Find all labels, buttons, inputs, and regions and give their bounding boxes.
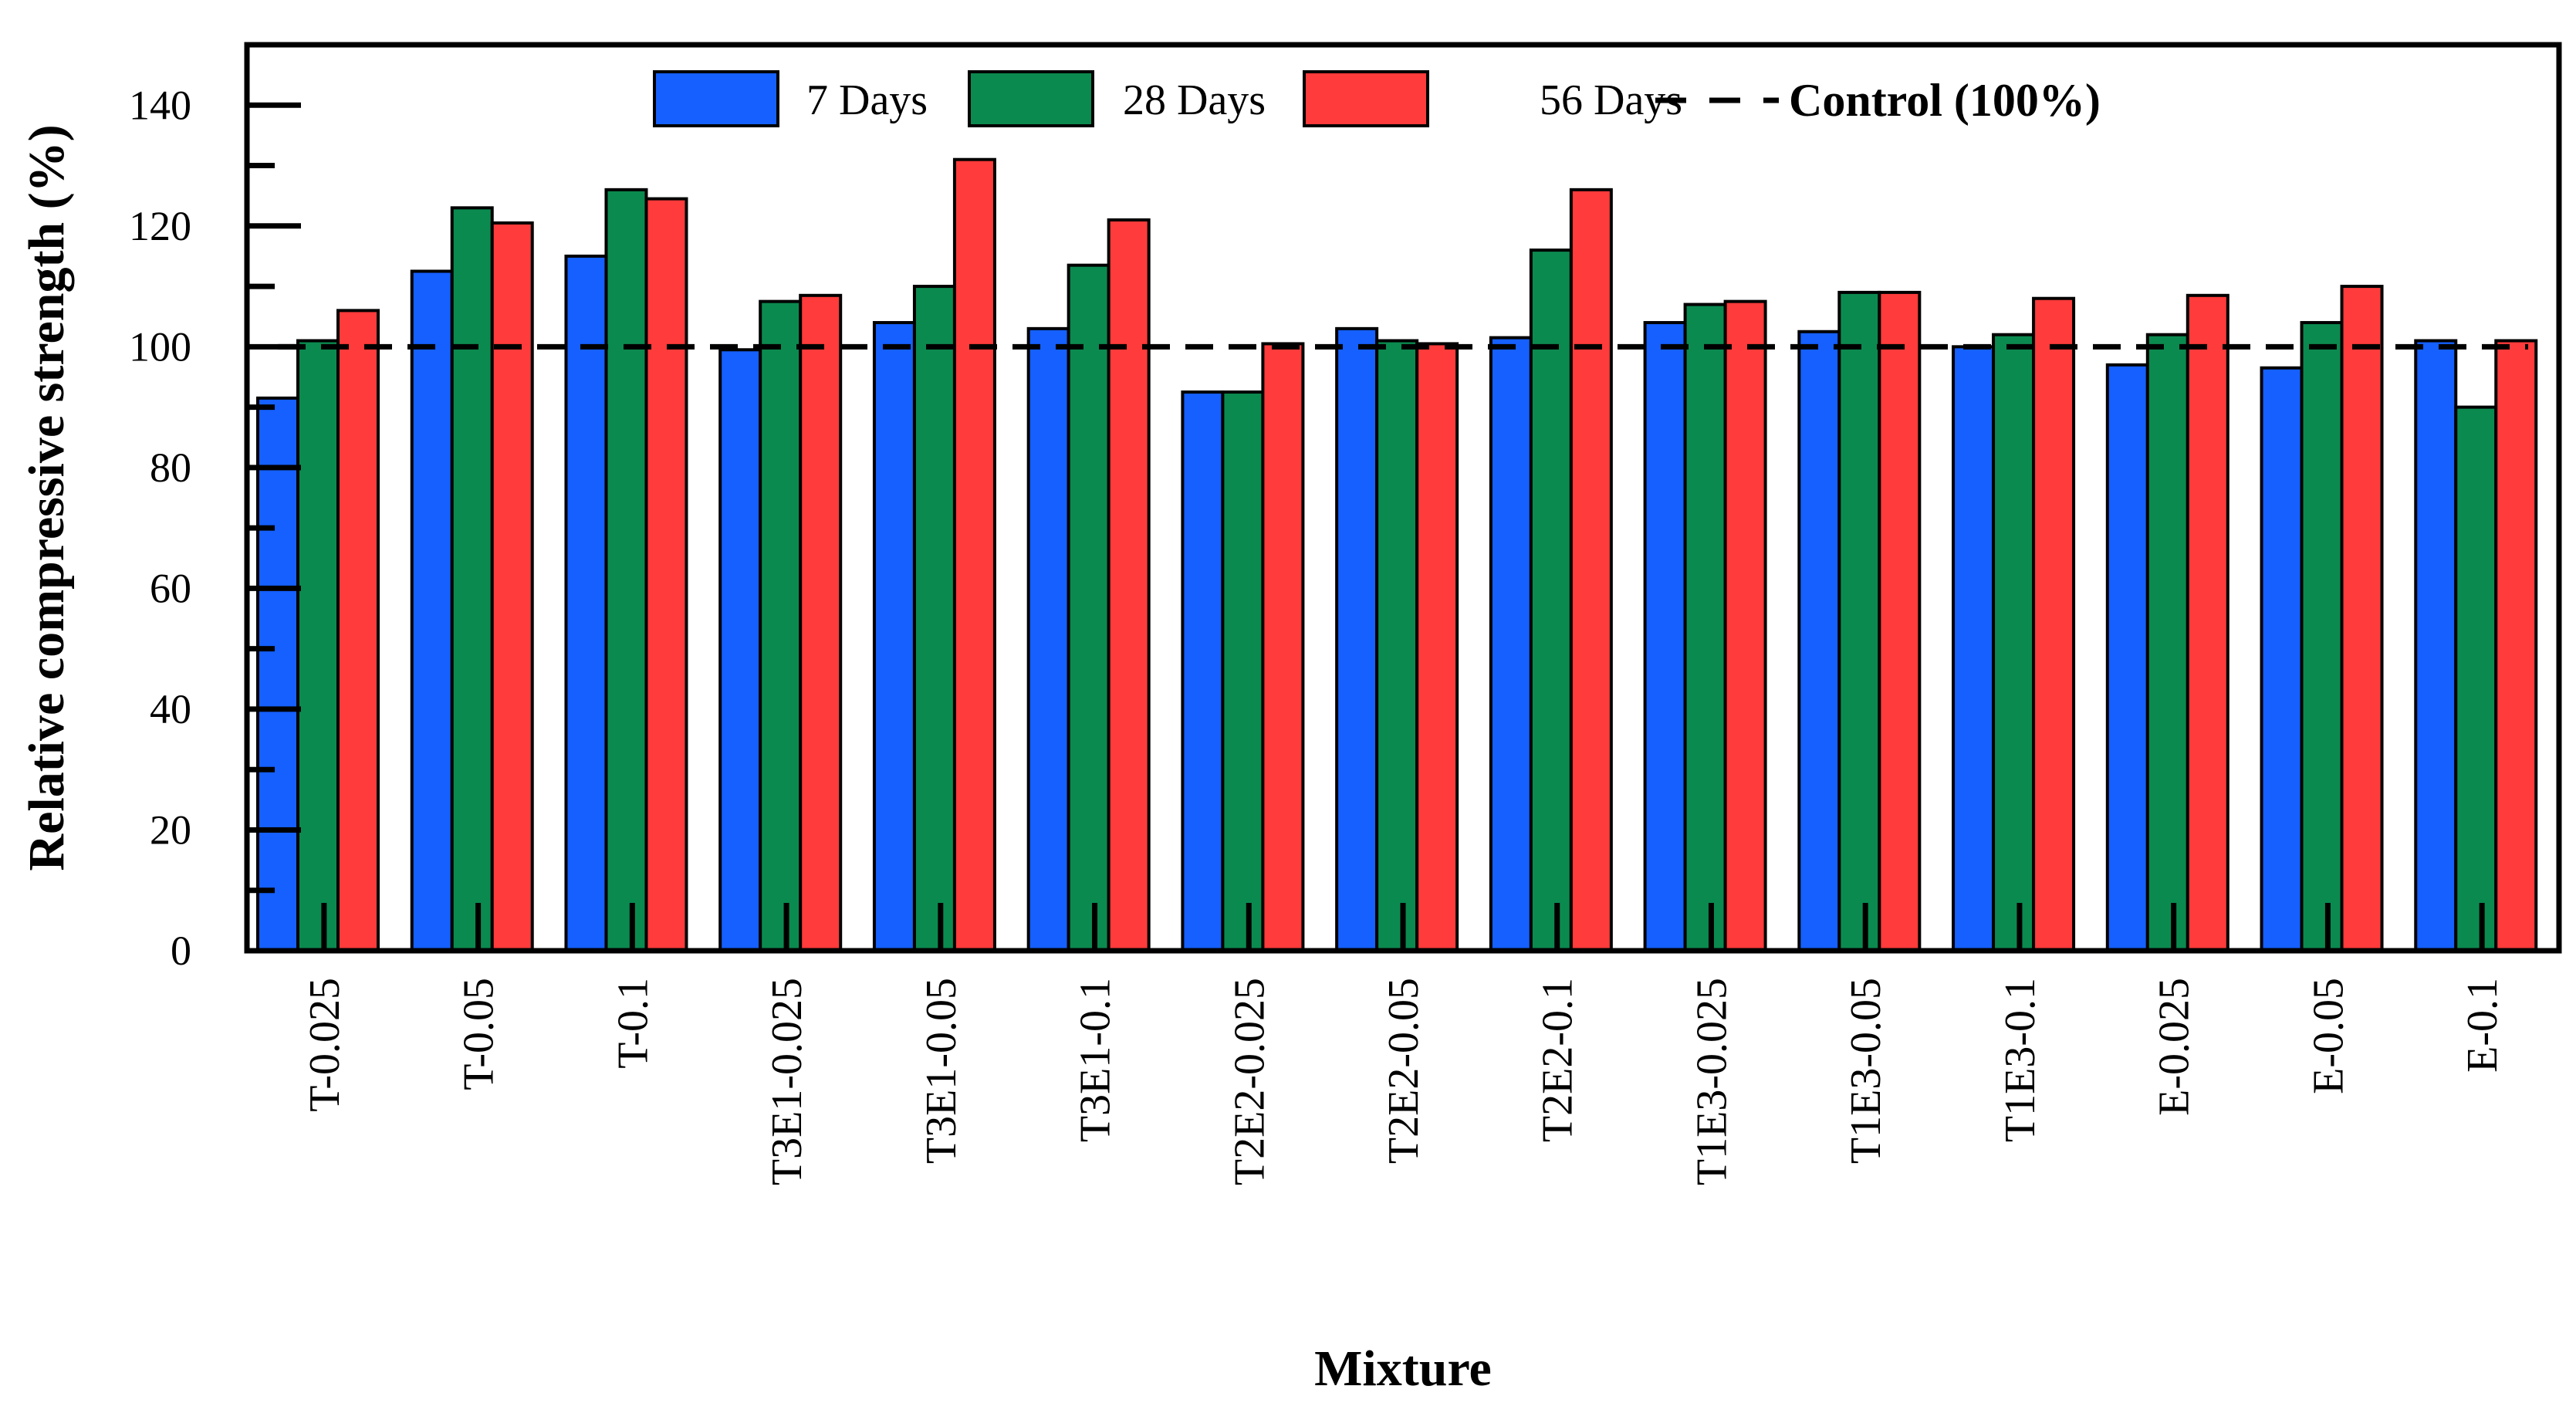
bar-28-days-t1e3-0_025 bbox=[1683, 303, 1727, 952]
bar-28-days-t-0_1 bbox=[604, 188, 648, 952]
x-tick-label: T1E3-0.1 bbox=[1996, 978, 2044, 1142]
bar-7-days-t-0_05 bbox=[410, 269, 454, 952]
bar-56-days-e-0_1 bbox=[2494, 339, 2538, 952]
bar-56-days-t1e3-0_025 bbox=[1723, 299, 1767, 952]
x-tick-label: T2E2-0.1 bbox=[1534, 978, 1582, 1142]
legend-swatch-7-days bbox=[653, 70, 779, 127]
legend-swatch-28-days bbox=[968, 70, 1094, 127]
bar-56-days-t1e3-0_1 bbox=[2032, 296, 2076, 953]
y-tick-label: 80 bbox=[150, 445, 191, 491]
x-tick-label: T3E1-0.1 bbox=[1072, 978, 1120, 1142]
bar-28-days-t3e1-0_025 bbox=[759, 299, 803, 952]
bar-28-days-t3e1-0_05 bbox=[912, 285, 956, 953]
y-axis-title: Relative compressive strength (%) bbox=[19, 124, 75, 870]
x-tick-label: T1E3-0.05 bbox=[1842, 978, 1890, 1164]
bars-layer bbox=[256, 157, 2538, 953]
bar-7-days-t-0_025 bbox=[256, 396, 299, 952]
bar-28-days-t1e3-0_05 bbox=[1837, 290, 1881, 953]
bar-28-days-t-0_05 bbox=[450, 206, 494, 952]
bar-7-days-t1e3-0_05 bbox=[1797, 330, 1841, 952]
x-tick-label: T-0.05 bbox=[455, 978, 503, 1090]
bar-28-days-t-0_025 bbox=[296, 339, 340, 952]
bar-28-days-t1e3-0_1 bbox=[1992, 333, 2036, 952]
x-tick-label: E-0.025 bbox=[2151, 978, 2199, 1116]
bar-7-days-t2e2-0_025 bbox=[1181, 390, 1225, 952]
x-tick-label: T2E2-0.025 bbox=[1225, 978, 1273, 1185]
bar-56-days-t2e2-0_025 bbox=[1261, 342, 1305, 953]
bar-56-days-e-0_025 bbox=[2186, 293, 2229, 953]
legend-label: 28 Days bbox=[1123, 76, 1266, 124]
x-tick-label: T-0.1 bbox=[609, 978, 657, 1069]
bar-7-days-t1e3-0_025 bbox=[1643, 321, 1687, 952]
bar-7-days-t3e1-0_025 bbox=[718, 348, 762, 953]
y-tick-label: 60 bbox=[150, 565, 191, 611]
y-tick-label: 0 bbox=[171, 928, 191, 974]
bar-28-days-t2e2-0_025 bbox=[1221, 390, 1265, 952]
y-tick-label: 140 bbox=[129, 82, 191, 128]
bar-7-days-t2e2-0_05 bbox=[1335, 326, 1379, 952]
y-tick-label: 40 bbox=[150, 686, 191, 732]
bar-28-days-e-0_025 bbox=[2145, 333, 2189, 952]
x-tick-label: E-0.05 bbox=[2304, 978, 2352, 1094]
x-tick-label: T3E1-0.025 bbox=[763, 978, 811, 1185]
bar-7-days-e-0_025 bbox=[2105, 363, 2149, 952]
x-tick-label: T2E2-0.05 bbox=[1380, 978, 1428, 1164]
x-tick-label: E-0.1 bbox=[2459, 978, 2507, 1073]
plot-frame bbox=[244, 42, 2562, 954]
legend: 7 Days 28 Days 56 Days Control (100%) bbox=[653, 70, 2101, 127]
bar-56-days-t-0_025 bbox=[336, 309, 380, 952]
bar-56-days-e-0_05 bbox=[2340, 285, 2384, 953]
bar-7-days-t-0_1 bbox=[564, 254, 608, 952]
bar-7-days-t2e2-0_1 bbox=[1489, 336, 1533, 952]
y-axis-tick-labels: 0 20 40 60 80 100 120 140 bbox=[129, 82, 191, 974]
bar-28-days-t3e1-0_1 bbox=[1067, 263, 1111, 952]
bar-28-days-t2e2-0_1 bbox=[1529, 248, 1573, 952]
x-tick-label: T1E3-0.025 bbox=[1688, 978, 1736, 1185]
bar-7-days-t3e1-0_05 bbox=[872, 321, 916, 952]
legend-label-control: Control (100%) bbox=[1789, 75, 2101, 126]
bar-7-days-e-0_1 bbox=[2414, 339, 2458, 952]
x-tick-label: T-0.025 bbox=[301, 978, 349, 1112]
x-axis-category-labels: T-0.025 T-0.05 T-0.1 T3E1-0.025 T3E1-0.05 T3E… bbox=[301, 978, 2507, 1185]
y-tick-label: 120 bbox=[129, 203, 191, 249]
x-tick-marks bbox=[321, 903, 2485, 951]
bar-28-days-t2e2-0_05 bbox=[1375, 339, 1419, 952]
bar-56-days-t1e3-0_05 bbox=[1878, 290, 1922, 953]
bar-56-days-t2e2-0_05 bbox=[1415, 342, 1459, 953]
bar-56-days-t3e1-0_05 bbox=[952, 157, 996, 952]
y-tick-label: 100 bbox=[129, 323, 191, 370]
x-axis-title: Mixture bbox=[1314, 1340, 1492, 1397]
bar-7-days-t1e3-0_1 bbox=[1952, 345, 1996, 953]
bar-7-days-e-0_05 bbox=[2260, 366, 2304, 952]
legend-swatch-56-days bbox=[1303, 70, 1429, 127]
bar-56-days-t-0_05 bbox=[490, 221, 534, 952]
bar-56-days-t3e1-0_025 bbox=[799, 293, 843, 953]
bar-56-days-t-0_1 bbox=[644, 197, 688, 952]
bar-7-days-t3e1-0_1 bbox=[1026, 326, 1070, 952]
legend-label: 7 Days bbox=[806, 76, 928, 124]
bar-28-days-e-0_1 bbox=[2454, 405, 2498, 952]
y-tick-label: 20 bbox=[150, 806, 191, 853]
bar-56-days-t3e1-0_1 bbox=[1107, 218, 1151, 952]
bar-28-days-e-0_05 bbox=[2300, 321, 2344, 952]
y-axis-ticks bbox=[247, 102, 301, 894]
x-tick-label: T3E1-0.05 bbox=[918, 978, 965, 1164]
bar-56-days-t2e2-0_1 bbox=[1569, 188, 1613, 952]
